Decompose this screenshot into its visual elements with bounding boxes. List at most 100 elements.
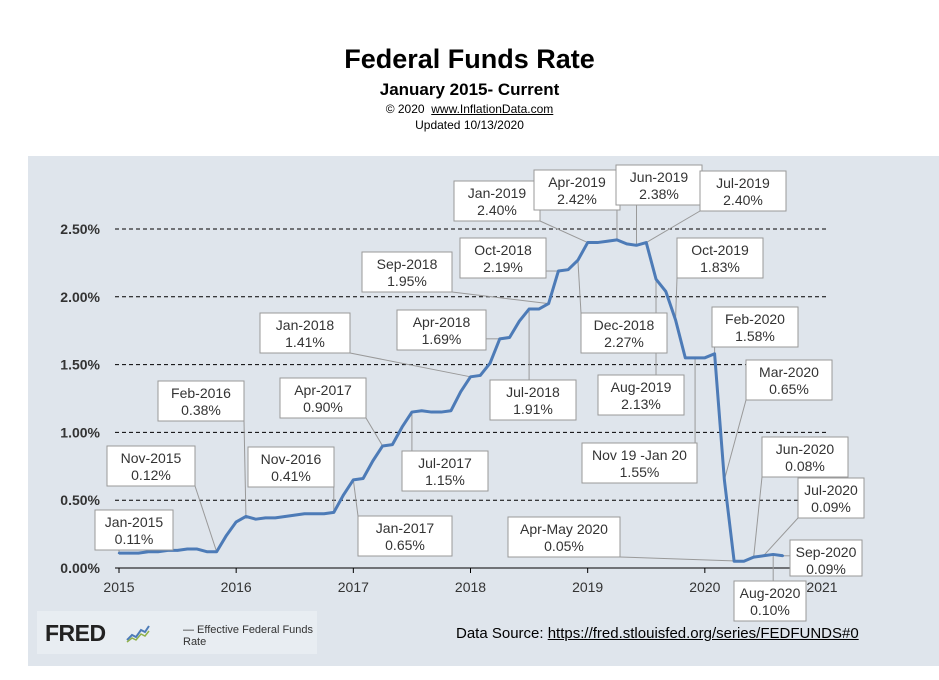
callout-value: 0.41% <box>271 468 311 484</box>
data-point <box>303 512 306 515</box>
callout-box <box>711 306 799 348</box>
callout-leader-dec2018 <box>577 260 582 314</box>
callout-leader-sep2018 <box>451 291 549 305</box>
data-point <box>254 517 257 521</box>
data-point <box>498 337 501 341</box>
data-point <box>732 560 736 563</box>
data-point <box>430 410 433 414</box>
fred-logo: FRED <box>45 620 106 646</box>
callout-leader-aprmay2020 <box>619 556 744 562</box>
data-point <box>527 307 531 311</box>
callout-period: Oct-2019 <box>691 242 749 258</box>
callout-value: 0.90% <box>303 399 343 415</box>
data-point <box>332 511 336 514</box>
data-point <box>693 356 697 360</box>
data-point <box>420 409 423 412</box>
data-point <box>410 410 414 414</box>
callout-box <box>676 237 764 279</box>
data-point <box>684 356 687 360</box>
callout-period: Feb-2016 <box>171 385 231 401</box>
axes: 0.00% 0.50% 1.00% 1.50% 2.00% 2.50% 2015 2016 20… <box>60 221 837 595</box>
data-point <box>449 409 453 412</box>
data-point <box>244 515 248 518</box>
site-link[interactable]: www.InflationData.com <box>431 102 554 116</box>
chart-title: Federal Funds Rate <box>344 44 595 74</box>
data-point <box>654 277 658 281</box>
y-tick-label: 0.00% <box>60 560 100 576</box>
callout-value: 0.38% <box>181 402 221 418</box>
callout-period: Oct-2018 <box>474 242 532 258</box>
callout-period: Jul-2018 <box>506 384 560 400</box>
data-point <box>723 478 726 482</box>
callout-leader-apr2017 <box>365 417 384 447</box>
data-point <box>137 551 140 555</box>
callout-value: 1.41% <box>285 334 325 350</box>
callout-period: Sep-2020 <box>796 544 857 560</box>
callout-box <box>789 539 863 577</box>
gridlines <box>115 228 828 569</box>
callout-period: Jan-2015 <box>105 514 164 530</box>
x-tick-label: 2019 <box>572 579 603 595</box>
data-point <box>293 513 296 517</box>
callout-leader-nov2015 <box>194 485 218 552</box>
callout-box <box>507 516 621 558</box>
data-point <box>205 550 209 553</box>
legend-series-label: — Effective Federal Funds Rate <box>183 624 314 648</box>
data-point <box>605 240 609 243</box>
callout-box <box>597 374 685 416</box>
data-point <box>371 459 375 463</box>
callout-box <box>580 312 668 354</box>
callout-box <box>581 442 698 484</box>
callout-leaders <box>118 205 799 581</box>
data-point <box>274 516 277 520</box>
callout-value: 1.15% <box>425 472 465 488</box>
callout-box <box>745 359 833 401</box>
data-point <box>742 560 746 563</box>
callout-value: 0.11% <box>115 531 154 547</box>
data-source-link[interactable]: https://fred.stlouisfed.org/series/FEDFU… <box>547 625 859 642</box>
callout-nov19jan20: Nov 19 -Jan 201.55% <box>581 442 698 484</box>
data-point <box>537 307 541 311</box>
callout-period: Sep-2018 <box>377 256 438 272</box>
callout-value: 2.19% <box>483 259 523 275</box>
callout-period: Jul-2017 <box>418 455 472 471</box>
callout-period: Aug-2019 <box>611 379 672 395</box>
callout-box <box>797 477 865 519</box>
data-point <box>771 553 775 556</box>
data-point <box>762 554 765 557</box>
callout-value: 2.38% <box>639 186 679 202</box>
callout-leader-feb2016 <box>243 420 247 517</box>
data-point <box>117 551 121 555</box>
data-point <box>459 390 462 393</box>
callout-period: Jan-2019 <box>468 185 527 201</box>
data-point <box>557 269 560 273</box>
callout-box <box>157 380 245 422</box>
data-point <box>264 516 267 520</box>
callout-box <box>453 180 541 222</box>
callout-leader-jan2019 <box>539 220 588 244</box>
callout-period: Jul-2020 <box>804 482 858 498</box>
callout-value: 2.13% <box>621 396 661 412</box>
callout-box <box>615 164 703 206</box>
callout-period: Jan-2017 <box>376 520 435 536</box>
data-point <box>664 290 667 293</box>
x-tick-label: 2020 <box>689 579 720 595</box>
y-tick-label: 0.50% <box>60 492 100 508</box>
callout-value: 0.10% <box>750 602 790 618</box>
data-point <box>547 302 550 305</box>
data-point <box>596 241 599 244</box>
data-point <box>586 241 589 244</box>
callout-period: Mar-2020 <box>759 364 819 380</box>
callout-box <box>733 580 807 622</box>
callout-value: 0.12% <box>131 467 171 483</box>
